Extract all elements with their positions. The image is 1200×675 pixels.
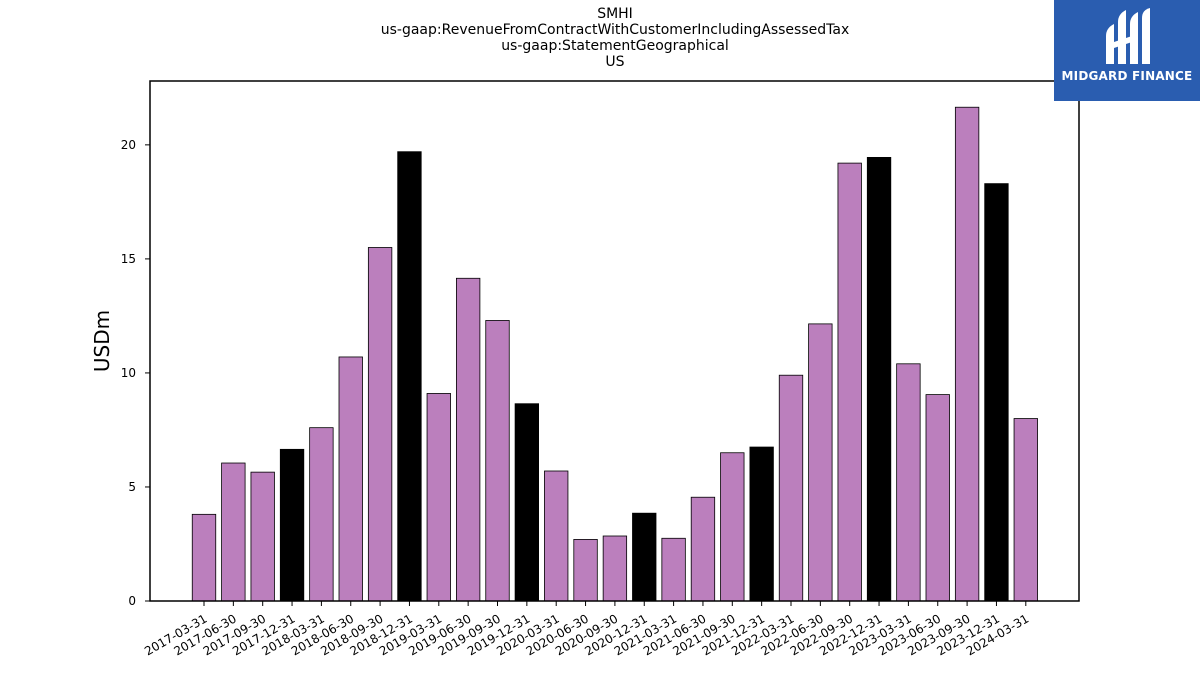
y-tick-label: 15 bbox=[121, 252, 136, 266]
bar-2017-03-31 bbox=[191, 513, 217, 602]
bar-2019-06-30 bbox=[455, 277, 481, 602]
y-tick-label: 20 bbox=[121, 138, 136, 152]
bar-2018-12-31 bbox=[397, 151, 422, 602]
bar-2023-03-31 bbox=[896, 363, 921, 602]
bar-2023-06-30 bbox=[925, 394, 950, 602]
bar-2021-09-30 bbox=[720, 452, 745, 602]
bar-2017-12-31 bbox=[279, 448, 305, 602]
bar-2021-12-31 bbox=[749, 446, 774, 602]
bar-2018-06-30 bbox=[338, 356, 363, 602]
bar-2020-09-30 bbox=[602, 535, 628, 602]
title-line-2: us-gaap:RevenueFromContractWithCustomerI… bbox=[380, 22, 850, 38]
bar-2022-06-30 bbox=[808, 323, 833, 602]
bar-2021-03-31 bbox=[661, 537, 686, 602]
title-line-1: SMHI bbox=[597, 6, 633, 22]
bar-2019-09-30 bbox=[485, 320, 510, 602]
midgard-logo-icon bbox=[1106, 8, 1150, 64]
plot-frame bbox=[149, 80, 1080, 602]
bar-2022-03-31 bbox=[778, 374, 804, 602]
bar-2017-06-30 bbox=[221, 462, 246, 602]
bar-2019-03-31 bbox=[426, 393, 451, 602]
y-tick-label: 0 bbox=[128, 594, 136, 608]
bars-group bbox=[191, 106, 1038, 602]
y-axis-label: USDm bbox=[90, 310, 114, 372]
bar-2023-12-31 bbox=[984, 183, 1009, 602]
midgard-finance-logo: MIDGARD FINANCE bbox=[1054, 0, 1200, 101]
bar-2022-09-30 bbox=[837, 162, 862, 602]
bar-2019-12-31 bbox=[514, 403, 539, 602]
bar-2020-06-30 bbox=[573, 539, 598, 602]
title-line-3: us-gaap:StatementGeographical bbox=[501, 38, 729, 54]
y-tick-label: 5 bbox=[128, 480, 136, 494]
y-axis: 0 5 10 15 20 bbox=[121, 138, 150, 608]
bar-2021-06-30 bbox=[690, 496, 716, 602]
bar-2020-12-31 bbox=[632, 512, 657, 602]
x-axis: 2017-03-312017-06-302017-09-302017-12-31… bbox=[142, 601, 1031, 658]
bar-2018-09-30 bbox=[367, 247, 393, 602]
logo-text: MIDGARD FINANCE bbox=[1061, 69, 1193, 83]
chart-title: SMHI us-gaap:RevenueFromContractWithCust… bbox=[0, 6, 1200, 70]
bar-2017-09-30 bbox=[250, 471, 275, 602]
bar-2020-03-31 bbox=[544, 470, 569, 602]
bar-2024-03-31 bbox=[1013, 418, 1038, 602]
title-line-4: US bbox=[605, 54, 625, 70]
bar-2022-12-31 bbox=[866, 156, 892, 602]
bar-2023-09-30 bbox=[954, 106, 980, 602]
bar-2018-03-31 bbox=[309, 427, 334, 602]
y-tick-label: 10 bbox=[121, 366, 136, 380]
